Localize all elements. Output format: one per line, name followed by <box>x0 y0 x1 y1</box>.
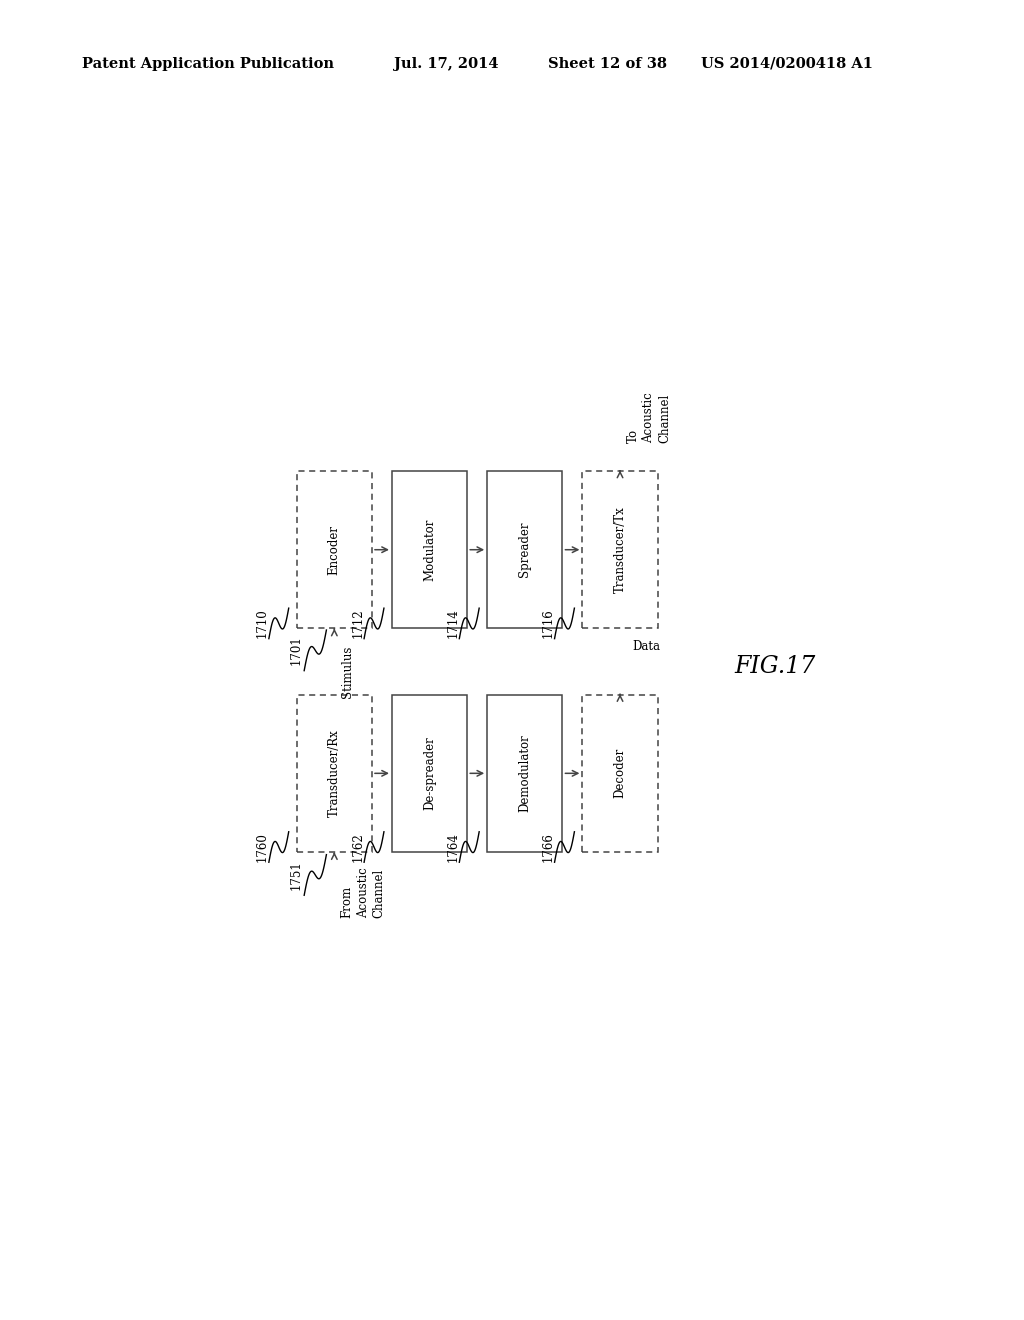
Text: Transducer/Rx: Transducer/Rx <box>328 730 341 817</box>
Text: Jul. 17, 2014: Jul. 17, 2014 <box>394 57 499 71</box>
Bar <box>297 471 372 628</box>
Bar <box>583 694 657 853</box>
Text: FIG.17: FIG.17 <box>734 655 815 678</box>
Text: Sheet 12 of 38: Sheet 12 of 38 <box>548 57 667 71</box>
Text: Spreader: Spreader <box>518 521 531 577</box>
Text: From
Acoustic
Channel: From Acoustic Channel <box>341 867 386 917</box>
Bar <box>297 694 372 853</box>
Text: 1766: 1766 <box>542 832 555 862</box>
Text: To
Acoustic
Channel: To Acoustic Channel <box>627 392 672 444</box>
Text: Stimulus: Stimulus <box>341 645 353 698</box>
Text: 1701: 1701 <box>290 635 303 665</box>
Text: 1714: 1714 <box>446 609 460 639</box>
Text: 1751: 1751 <box>290 861 303 890</box>
Bar <box>392 471 467 628</box>
Bar <box>583 471 657 628</box>
Text: 1716: 1716 <box>542 609 555 639</box>
Text: Data: Data <box>632 640 659 653</box>
Text: 1762: 1762 <box>351 832 365 862</box>
Text: 1710: 1710 <box>256 609 269 639</box>
Text: 1712: 1712 <box>351 609 365 638</box>
Text: 1764: 1764 <box>446 832 460 862</box>
Text: Demodulator: Demodulator <box>518 734 531 812</box>
Text: Encoder: Encoder <box>328 525 341 574</box>
Text: Modulator: Modulator <box>423 519 436 581</box>
Text: 1760: 1760 <box>256 832 269 862</box>
Bar <box>392 694 467 853</box>
Text: Decoder: Decoder <box>613 748 627 799</box>
Bar <box>487 471 562 628</box>
Text: US 2014/0200418 A1: US 2014/0200418 A1 <box>701 57 873 71</box>
Bar <box>487 694 562 853</box>
Text: De-spreader: De-spreader <box>423 737 436 810</box>
Text: Patent Application Publication: Patent Application Publication <box>82 57 334 71</box>
Text: Transducer/Tx: Transducer/Tx <box>613 507 627 593</box>
